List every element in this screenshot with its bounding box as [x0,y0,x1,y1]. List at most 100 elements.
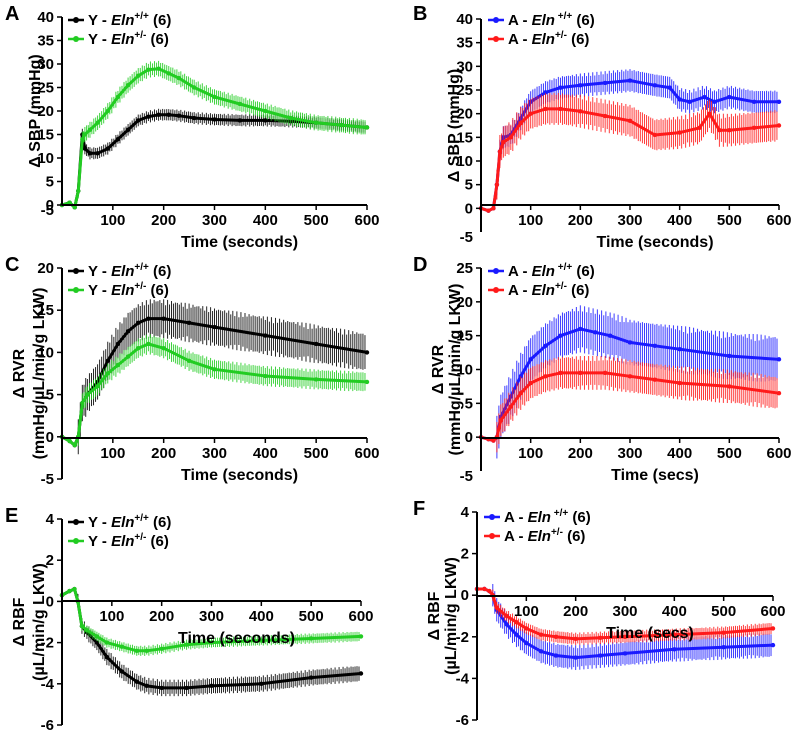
data-point [87,151,93,156]
y-tick-label: 30 [456,58,473,75]
data-point [770,642,776,648]
data-point [667,85,672,90]
data-point [136,345,141,351]
x-tick-label: 500 [717,445,742,462]
data-point [134,648,139,654]
legend-sup: +/+ [134,513,149,524]
data-point [259,681,264,686]
data-point [313,120,319,125]
data-point [504,622,509,627]
data-point [776,99,782,105]
y-tick-label: 20 [37,103,54,120]
legend-entry: Y - Eln+/- (6) [68,281,169,299]
data-point [627,340,633,345]
legend-suffix: (6) [149,12,172,29]
legend-marker [489,533,495,539]
y-tick-label: 10 [37,150,54,167]
legend-prefix: Y - [88,282,111,299]
y-tick-label: 5 [46,387,54,404]
data-point [263,373,268,379]
data-point [67,438,72,444]
x-tick-label: 100 [514,603,539,620]
data-point [770,626,776,631]
data-point [364,350,370,355]
data-point [72,443,77,448]
y-tick-label: -5 [460,468,473,485]
x-tick-label: 500 [299,608,324,625]
data-point [105,108,110,114]
y-tick-label: 2 [461,546,469,563]
data-point [486,208,491,213]
legend-prefix: A - [508,31,532,48]
legend-marker [493,268,499,274]
x-tick-label: 300 [202,212,227,229]
legend-marker [489,514,495,520]
panel-b: B 0 5 10 15 20 25 30 35 40 -5 100 200 300 400 500 600 Tim… [413,3,792,251]
data-point [212,324,217,330]
data-point [697,125,702,131]
legend-gene: Eln [111,282,134,299]
y-axis-title: Δ SBP (mmHg) [446,69,463,182]
data-point [538,649,544,654]
data-point [85,392,90,397]
legend-label: A - Eln +/+ (6) [508,262,595,280]
data-point [717,128,722,133]
series-e-2 [59,586,364,656]
data-point [543,374,548,379]
data-point [212,94,217,100]
x-axis-title: Time (seconds) [181,234,298,251]
y-tick-label: -6 [456,712,469,729]
legend-entry: Y - Eln+/- (6) [68,532,169,550]
y-tick-label: 5 [465,177,473,194]
legend-label: Y - Eln+/- (6) [88,532,169,550]
data-point [237,101,243,107]
legend-prefix: Y - [88,533,111,550]
y-tick-label: 2 [46,552,54,569]
legend-label: A - Eln +/+ (6) [504,508,591,526]
data-point [358,671,364,676]
data-point [487,588,492,594]
data-point [721,630,726,635]
data-point [491,438,496,443]
legend-prefix: Y - [88,12,111,29]
legend-label: Y - Eln+/+ (6) [88,262,171,280]
data-point [161,345,166,351]
data-point [514,620,519,625]
y-tick-label: 0 [465,200,473,217]
data-point [176,75,182,81]
legend-suffix: (6) [146,31,169,48]
panel-letter: C [5,254,19,276]
data-point [212,367,217,372]
x-tick-label: 400 [667,212,692,229]
legend-gene: Eln [528,509,551,526]
data-point [176,113,182,118]
data-point [166,71,171,76]
data-point [712,99,717,105]
data-point [602,370,608,376]
data-point [598,653,603,658]
data-point [161,316,166,321]
data-point [514,632,519,637]
x-tick-label: 400 [253,212,278,229]
data-point [82,132,88,137]
data-point [494,182,500,187]
legend-label: A - Eln+/- (6) [508,30,589,48]
y-tick-label: 20 [37,260,54,277]
y-tick-label: 5 [46,174,54,191]
legend-sup: +/- [555,30,567,41]
series-a-2 [59,60,370,210]
data-point [652,132,658,138]
data-point [702,94,707,100]
y-tick-label: 10 [456,153,473,170]
y-axis-title: Δ SBP (mmHg) [27,54,44,167]
data-point [652,377,658,382]
y-tick-label: 30 [37,56,54,73]
y-tick-label: -5 [460,229,473,246]
data-point [87,127,93,132]
series-line [480,79,779,213]
y-tick-label: 0 [461,587,469,604]
data-point [79,623,85,629]
x-tick-label: 100 [100,445,125,462]
data-point [308,636,314,641]
legend-suffix: (6) [567,282,590,299]
